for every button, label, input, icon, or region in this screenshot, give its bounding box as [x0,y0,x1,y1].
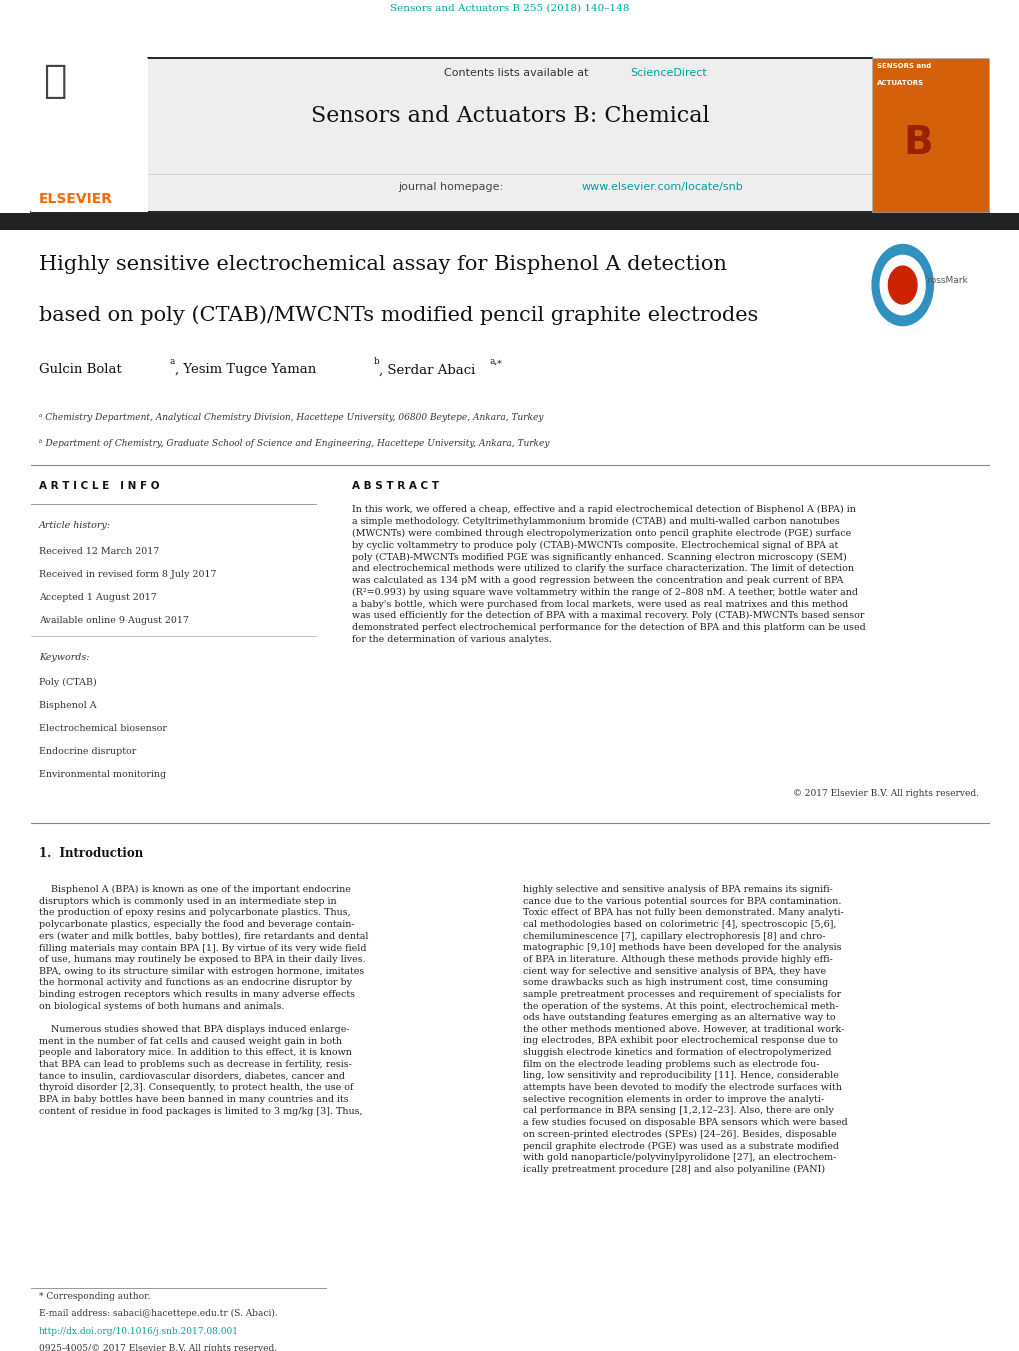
Text: Endocrine disruptor: Endocrine disruptor [39,747,136,757]
Text: journal homepage:: journal homepage: [397,182,505,192]
Text: ❦: ❦ [43,63,66,100]
Text: ELSEVIER: ELSEVIER [39,192,113,205]
Circle shape [888,266,916,304]
Text: Keywords:: Keywords: [39,653,90,662]
Text: Sensors and Actuators B: Chemical: Sensors and Actuators B: Chemical [311,105,708,127]
Text: http://dx.doi.org/10.1016/j.snb.2017.08.001: http://dx.doi.org/10.1016/j.snb.2017.08.… [39,1327,238,1336]
Text: A B S T R A C T: A B S T R A C T [352,481,438,490]
Text: ᵃ Chemistry Department, Analytical Chemistry Division, Hacettepe University, 068: ᵃ Chemistry Department, Analytical Chemi… [39,413,543,423]
Text: A R T I C L E   I N F O: A R T I C L E I N F O [39,481,159,490]
Text: a,⁎: a,⁎ [489,357,501,366]
Text: © 2017 Elsevier B.V. All rights reserved.: © 2017 Elsevier B.V. All rights reserved… [793,789,978,798]
Text: Environmental monitoring: Environmental monitoring [39,770,166,780]
Text: Contents lists available at: Contents lists available at [443,68,591,77]
Text: Article history:: Article history: [39,521,111,531]
Text: ScienceDirect: ScienceDirect [630,68,706,77]
Circle shape [879,255,924,315]
Text: Available online 9 August 2017: Available online 9 August 2017 [39,616,189,626]
Text: Poly (CTAB): Poly (CTAB) [39,678,97,688]
Text: , Yesim Tugce Yaman: , Yesim Tugce Yaman [175,363,316,377]
Text: SENSORS and: SENSORS and [876,63,930,69]
Text: Gulcin Bolat: Gulcin Bolat [39,363,121,377]
FancyBboxPatch shape [0,213,1019,230]
Circle shape [871,245,932,326]
Text: Sensors and Actuators B 255 (2018) 140–148: Sensors and Actuators B 255 (2018) 140–1… [390,3,629,12]
Text: b: b [373,357,379,366]
Text: CrossMark: CrossMark [920,276,967,285]
Text: Accepted 1 August 2017: Accepted 1 August 2017 [39,593,156,603]
Text: Bisphenol A: Bisphenol A [39,701,96,711]
Text: 0925-4005/© 2017 Elsevier B.V. All rights reserved.: 0925-4005/© 2017 Elsevier B.V. All right… [39,1344,276,1351]
Text: ACTUATORS: ACTUATORS [876,80,923,85]
Text: * Corresponding author.: * Corresponding author. [39,1292,150,1301]
Text: a: a [169,357,174,366]
Text: based on poly (CTAB)/MWCNTs modified pencil graphite electrodes: based on poly (CTAB)/MWCNTs modified pen… [39,305,757,326]
FancyBboxPatch shape [148,58,871,212]
FancyBboxPatch shape [31,58,148,212]
Text: E-mail address: sabaci@hacettepe.edu.tr (S. Abaci).: E-mail address: sabaci@hacettepe.edu.tr … [39,1309,277,1319]
Text: Received in revised form 8 July 2017: Received in revised form 8 July 2017 [39,570,216,580]
Text: , Serdar Abaci: , Serdar Abaci [379,363,475,377]
Text: Bisphenol A (BPA) is known as one of the important endocrine
disruptors which is: Bisphenol A (BPA) is known as one of the… [39,885,368,1116]
Text: Electrochemical biosensor: Electrochemical biosensor [39,724,166,734]
FancyBboxPatch shape [871,58,988,212]
Text: ᵇ Department of Chemistry, Graduate School of Science and Engineering, Hacettepe: ᵇ Department of Chemistry, Graduate Scho… [39,439,548,449]
Text: 1.  Introduction: 1. Introduction [39,847,143,861]
Text: highly selective and sensitive analysis of BPA remains its signifi-
cance due to: highly selective and sensitive analysis … [523,885,847,1174]
Text: www.elsevier.com/locate/snb: www.elsevier.com/locate/snb [581,182,743,192]
Text: B: B [902,124,932,162]
Text: Received 12 March 2017: Received 12 March 2017 [39,547,159,557]
Text: Highly sensitive electrochemical assay for Bisphenol A detection: Highly sensitive electrochemical assay f… [39,255,726,274]
Text: In this work, we offered a cheap, effective and a rapid electrochemical detectio: In this work, we offered a cheap, effect… [352,505,865,643]
